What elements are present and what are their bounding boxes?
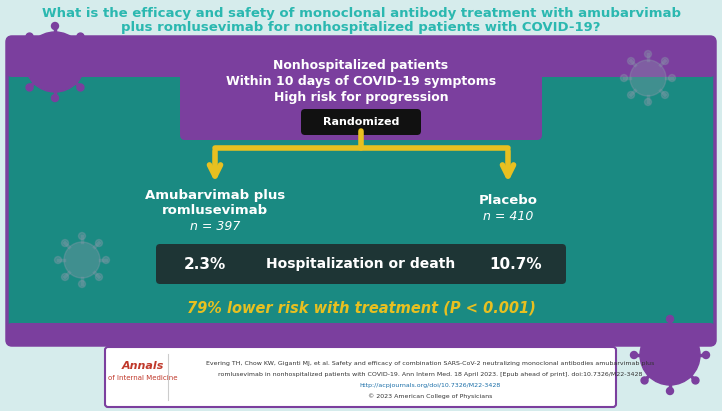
Text: Within 10 days of COVID-19 symptoms: Within 10 days of COVID-19 symptoms xyxy=(226,74,496,88)
FancyBboxPatch shape xyxy=(301,109,421,135)
Text: Evering TH, Chow KW, Giganti MJ, et al. Safety and efficacy of combination SARS-: Evering TH, Chow KW, Giganti MJ, et al. … xyxy=(206,360,654,365)
Text: n = 397: n = 397 xyxy=(190,219,240,233)
Circle shape xyxy=(51,95,58,102)
Circle shape xyxy=(51,23,58,30)
Circle shape xyxy=(666,388,674,395)
Text: Placebo: Placebo xyxy=(479,194,537,206)
Polygon shape xyxy=(12,42,710,72)
Text: romlusevimab: romlusevimab xyxy=(162,203,268,217)
Text: Hospitalization or death: Hospitalization or death xyxy=(266,257,456,271)
Text: © 2023 American College of Physicians: © 2023 American College of Physicians xyxy=(367,393,492,399)
Circle shape xyxy=(661,92,669,99)
Text: 10.7%: 10.7% xyxy=(490,256,542,272)
Circle shape xyxy=(95,273,103,280)
Text: http://acpjournals.org/doi/10.7326/M22-3428: http://acpjournals.org/doi/10.7326/M22-3… xyxy=(360,383,500,388)
Circle shape xyxy=(627,92,635,99)
Circle shape xyxy=(87,58,95,65)
Circle shape xyxy=(77,84,84,91)
FancyBboxPatch shape xyxy=(105,347,616,407)
Circle shape xyxy=(645,99,651,106)
Circle shape xyxy=(26,84,33,91)
Circle shape xyxy=(26,33,33,40)
Text: Randomized: Randomized xyxy=(323,117,399,127)
Circle shape xyxy=(79,280,85,288)
Text: Annals: Annals xyxy=(122,361,164,371)
Text: What is the efficacy and safety of monoclonal antibody treatment with amubarvima: What is the efficacy and safety of monoc… xyxy=(41,7,681,21)
Circle shape xyxy=(103,256,110,263)
Circle shape xyxy=(666,316,674,323)
Circle shape xyxy=(703,351,710,358)
Text: romlusevimab in nonhospitalized patients with COVID-19. Ann Intern Med. 18 April: romlusevimab in nonhospitalized patients… xyxy=(218,372,642,376)
Circle shape xyxy=(627,58,635,65)
Circle shape xyxy=(61,273,69,280)
Text: 2.3%: 2.3% xyxy=(184,256,226,272)
Circle shape xyxy=(61,240,69,247)
Circle shape xyxy=(79,233,85,240)
Circle shape xyxy=(645,51,651,58)
Circle shape xyxy=(641,326,648,333)
Circle shape xyxy=(692,377,699,384)
Circle shape xyxy=(630,351,638,358)
Circle shape xyxy=(95,240,103,247)
FancyBboxPatch shape xyxy=(156,244,566,284)
Circle shape xyxy=(64,242,100,278)
Text: 79% lower risk with treatment (P < 0.001): 79% lower risk with treatment (P < 0.001… xyxy=(186,300,536,316)
Circle shape xyxy=(641,377,648,384)
Text: plus romlusevimab for nonhospitalized patients with COVID-19?: plus romlusevimab for nonhospitalized pa… xyxy=(121,21,601,35)
Circle shape xyxy=(630,60,666,96)
Circle shape xyxy=(25,32,85,92)
FancyBboxPatch shape xyxy=(7,323,715,345)
Circle shape xyxy=(620,74,627,81)
Circle shape xyxy=(661,58,669,65)
FancyBboxPatch shape xyxy=(7,37,715,77)
FancyBboxPatch shape xyxy=(180,42,542,140)
Circle shape xyxy=(54,256,61,263)
Text: n = 410: n = 410 xyxy=(483,210,533,222)
Circle shape xyxy=(77,33,84,40)
Text: Nonhospitalized patients: Nonhospitalized patients xyxy=(274,58,448,72)
FancyBboxPatch shape xyxy=(7,37,715,345)
Circle shape xyxy=(692,326,699,333)
Text: Amubarvimab plus: Amubarvimab plus xyxy=(145,189,285,201)
Circle shape xyxy=(640,325,700,385)
Text: High risk for progression: High risk for progression xyxy=(274,90,448,104)
Text: of Internal Medicine: of Internal Medicine xyxy=(108,375,178,381)
Circle shape xyxy=(15,58,22,65)
Circle shape xyxy=(669,74,676,81)
